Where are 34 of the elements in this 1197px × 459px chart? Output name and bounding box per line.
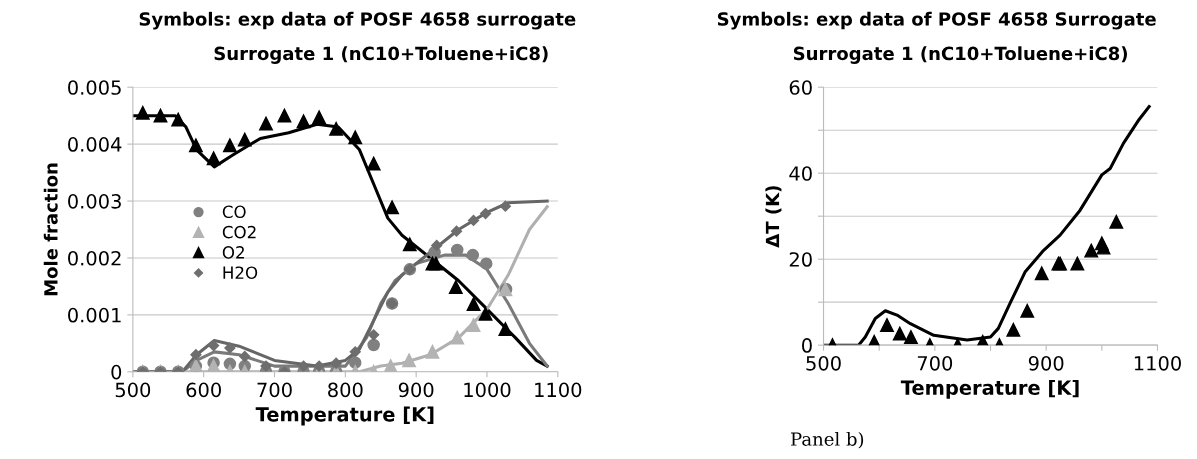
y-axis-title: Mole fraction	[43, 163, 58, 296]
y-tick-label: 0.002	[68, 250, 121, 266]
x-tick-label: 500	[115, 382, 151, 398]
y-axis-title: ΔT (K)	[765, 186, 782, 248]
x-tick-label: 700	[257, 382, 292, 398]
chart-subtitle: Surrogate 1 (nC10+Toluene+iC8)	[214, 46, 548, 64]
legend-label: O2	[222, 246, 244, 259]
x-tick-label: 700	[917, 355, 953, 371]
x-tick-label: 1000	[464, 382, 511, 398]
y-tick-label: 0	[111, 364, 122, 380]
y-tick-label: 0.001	[68, 307, 121, 323]
chart-subtitle: Surrogate 1 (nC10+Toluene+iC8)	[793, 46, 1127, 64]
x-axis-title: Temperature [K]	[900, 379, 1079, 399]
chart-title: Symbols: exp data of POSF 4658 surrogate	[139, 11, 576, 30]
x-axis-title: Temperature [K]	[255, 406, 434, 426]
legend-label: CO	[222, 205, 246, 219]
x-tick-label: 1100	[1134, 355, 1181, 371]
x-tick-label: 1100	[535, 382, 582, 398]
legend-label: H2O	[223, 266, 258, 280]
y-tick-label: 20	[789, 252, 812, 267]
x-tick-label: 600	[186, 382, 221, 398]
y-tick-label: 0.005	[68, 80, 121, 95]
y-tick-label: 0.004	[68, 137, 122, 152]
x-tick-label: 900	[1028, 355, 1064, 371]
y-tick-label: 0	[802, 338, 812, 353]
y-tick-label: 60	[789, 80, 812, 95]
x-tick-label: 800	[328, 382, 363, 398]
y-tick-label: 40	[789, 166, 812, 181]
text: Panel b)	[791, 431, 864, 449]
x-tick-label: 500	[806, 355, 841, 371]
chart-title: Symbols: exp data of POSF 4658 Surrogate	[717, 11, 1156, 30]
x-tick-label: 900	[398, 382, 434, 398]
y-tick-label: 0.003	[68, 194, 121, 209]
legend-label: CO2	[222, 225, 256, 239]
